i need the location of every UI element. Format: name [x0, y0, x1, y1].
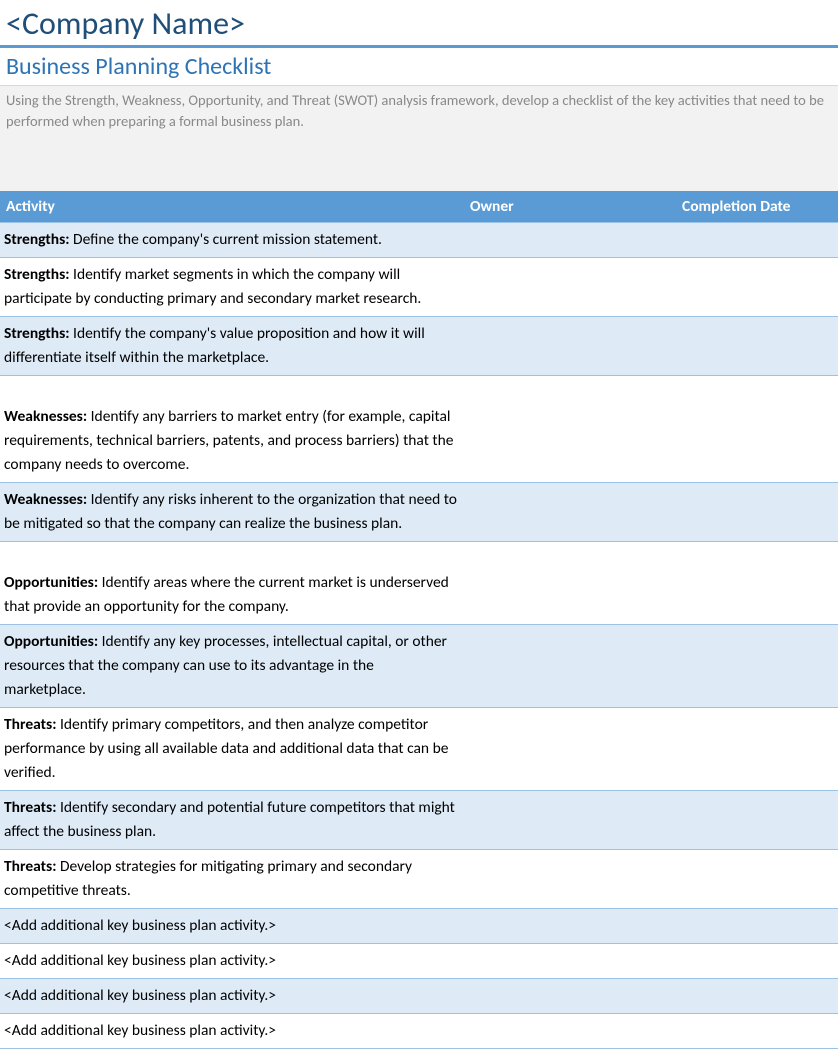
- activity-category: Threats:: [4, 715, 56, 734]
- owner-cell[interactable]: [464, 708, 676, 791]
- activity-cell[interactable]: <Add additional key business plan activi…: [0, 1014, 464, 1049]
- activity-category: Opportunities:: [4, 573, 98, 592]
- completion-date-cell[interactable]: [676, 376, 838, 483]
- document-description: Using the Strength, Weakness, Opportunit…: [0, 85, 838, 191]
- activity-cell[interactable]: Weaknesses: Identify any risks inherent …: [0, 483, 464, 542]
- owner-cell[interactable]: [464, 791, 676, 850]
- table-row: <Add additional key business plan activi…: [0, 979, 838, 1014]
- table-row: Strengths: Identify the company's value …: [0, 317, 838, 376]
- activity-text: Identify secondary and potential future …: [4, 798, 455, 841]
- title-rule: [0, 45, 838, 48]
- table-row: <Add additional key business plan activi…: [0, 909, 838, 944]
- completion-date-cell[interactable]: [676, 909, 838, 944]
- completion-date-cell[interactable]: [676, 944, 838, 979]
- completion-date-cell[interactable]: [676, 791, 838, 850]
- activity-category: Threats:: [4, 857, 56, 876]
- activity-text: Define the company's current mission sta…: [70, 230, 382, 249]
- activity-cell[interactable]: Strengths: Define the company's current …: [0, 223, 464, 258]
- owner-cell[interactable]: [464, 944, 676, 979]
- activity-text: Develop strategies for mitigating primar…: [4, 857, 412, 900]
- activity-category: Opportunities:: [4, 632, 98, 651]
- activity-cell[interactable]: Opportunities: Identify any key processe…: [0, 625, 464, 708]
- table-row: Strengths: Identify market segments in w…: [0, 258, 838, 317]
- activity-category: Strengths:: [4, 230, 70, 249]
- activity-text: <Add additional key business plan activi…: [4, 951, 276, 970]
- owner-cell[interactable]: [464, 1014, 676, 1049]
- activity-cell[interactable]: Weaknesses: Identify any barriers to mar…: [0, 376, 464, 483]
- activity-cell[interactable]: <Add additional key business plan activi…: [0, 944, 464, 979]
- completion-date-cell[interactable]: [676, 708, 838, 791]
- table-row: Strengths: Define the company's current …: [0, 223, 838, 258]
- table-row: <Add additional key business plan activi…: [0, 944, 838, 979]
- activity-text: Identify primary competitors, and then a…: [4, 715, 448, 782]
- activity-cell[interactable]: Threats: Identify primary competitors, a…: [0, 708, 464, 791]
- owner-cell[interactable]: [464, 483, 676, 542]
- completion-date-cell[interactable]: [676, 1014, 838, 1049]
- activity-text: <Add additional key business plan activi…: [4, 916, 276, 935]
- completion-date-cell[interactable]: [676, 979, 838, 1014]
- activity-cell[interactable]: Threats: Develop strategies for mitigati…: [0, 850, 464, 909]
- activity-cell[interactable]: Strengths: Identify market segments in w…: [0, 258, 464, 317]
- activity-cell[interactable]: Threats: Identify secondary and potentia…: [0, 791, 464, 850]
- activity-category: Strengths:: [4, 324, 70, 343]
- table-row: <Add additional key business plan activi…: [0, 1014, 838, 1049]
- owner-cell[interactable]: [464, 258, 676, 317]
- table-row: Threats: Identify primary competitors, a…: [0, 708, 838, 791]
- owner-cell[interactable]: [464, 850, 676, 909]
- table-row: Threats: Identify secondary and potentia…: [0, 791, 838, 850]
- activity-cell[interactable]: <Add additional key business plan activi…: [0, 979, 464, 1014]
- activity-cell[interactable]: Opportunities: Identify areas where the …: [0, 542, 464, 625]
- table-row: Threats: Develop strategies for mitigati…: [0, 850, 838, 909]
- table-header-row: Activity Owner Completion Date: [0, 191, 838, 223]
- col-header-owner: Owner: [464, 191, 676, 223]
- activity-text: <Add additional key business plan activi…: [4, 986, 276, 1005]
- table-row: Weaknesses: Identify any barriers to mar…: [0, 376, 838, 483]
- table-row: Opportunities: Identify areas where the …: [0, 542, 838, 625]
- completion-date-cell[interactable]: [676, 258, 838, 317]
- completion-date-cell[interactable]: [676, 625, 838, 708]
- activity-category: Threats:: [4, 798, 56, 817]
- document-subtitle: Business Planning Checklist: [0, 50, 838, 85]
- activity-cell[interactable]: <Add additional key business plan activi…: [0, 909, 464, 944]
- owner-cell[interactable]: [464, 376, 676, 483]
- owner-cell[interactable]: [464, 909, 676, 944]
- table-row: Opportunities: Identify any key processe…: [0, 625, 838, 708]
- col-header-completion-date: Completion Date: [676, 191, 838, 223]
- owner-cell[interactable]: [464, 317, 676, 376]
- completion-date-cell[interactable]: [676, 850, 838, 909]
- activity-category: Weaknesses:: [4, 407, 87, 426]
- completion-date-cell[interactable]: [676, 542, 838, 625]
- owner-cell[interactable]: [464, 542, 676, 625]
- owner-cell[interactable]: [464, 625, 676, 708]
- company-name: <Company Name>: [0, 0, 838, 45]
- owner-cell[interactable]: [464, 223, 676, 258]
- activity-category: Weaknesses:: [4, 490, 87, 509]
- table-row: Weaknesses: Identify any risks inherent …: [0, 483, 838, 542]
- completion-date-cell[interactable]: [676, 317, 838, 376]
- completion-date-cell[interactable]: [676, 223, 838, 258]
- completion-date-cell[interactable]: [676, 483, 838, 542]
- activity-cell[interactable]: Strengths: Identify the company's value …: [0, 317, 464, 376]
- owner-cell[interactable]: [464, 979, 676, 1014]
- checklist-table: Activity Owner Completion Date Strengths…: [0, 191, 838, 1049]
- activity-category: Strengths:: [4, 265, 70, 284]
- col-header-activity: Activity: [0, 191, 464, 223]
- document-page: <Company Name> Business Planning Checkli…: [0, 0, 838, 1049]
- activity-text: <Add additional key business plan activi…: [4, 1021, 276, 1040]
